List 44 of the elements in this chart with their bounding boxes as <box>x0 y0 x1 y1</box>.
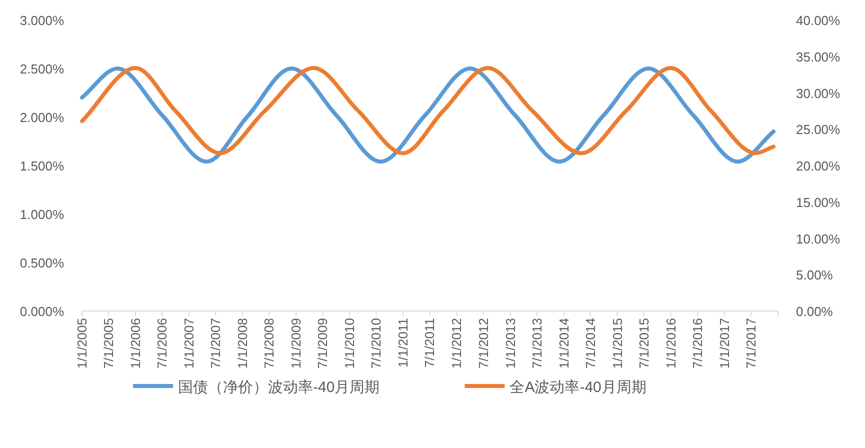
x-tick-label: 7/1/2008 <box>262 318 277 369</box>
x-tick-label: 7/1/2006 <box>154 318 170 369</box>
y2-tick-label: 15.00% <box>796 194 841 210</box>
x-tick-label: 1/1/2013 <box>502 318 518 369</box>
y-tick-label: 0.500% <box>20 256 64 270</box>
y2-tick-label: 5.00% <box>796 268 834 283</box>
x-tick-label: 7/1/2016 <box>690 318 706 369</box>
x-tick-label: 7/1/2010 <box>368 318 384 369</box>
y2-tick-label: 30.00% <box>796 86 841 101</box>
y2-tick-label: 0.00% <box>796 304 834 319</box>
x-tick-label: 7/1/2005 <box>101 318 116 369</box>
x-tick-label: 1/1/2005 <box>74 318 90 369</box>
legend-label: 国债（净价）波动率-40月周期 <box>178 379 380 396</box>
x-tick-label: 1/1/2011 <box>396 318 411 368</box>
y2-tick-label: 40.00% <box>796 13 841 28</box>
x-tick-label: 7/1/2017 <box>744 318 759 369</box>
y-tick-label: 2.500% <box>20 62 64 76</box>
y2-tick-label: 10.00% <box>796 231 841 246</box>
y2-tick-label: 25.00% <box>796 122 841 138</box>
x-tick-label: 1/1/2008 <box>235 318 250 369</box>
x-tick-label: 7/1/2007 <box>208 318 224 369</box>
x-tick-label: 1/1/2014 <box>556 318 572 369</box>
x-tick-label: 7/1/2011 <box>422 318 438 368</box>
x-tick-label: 7/1/2012 <box>476 318 491 369</box>
x-tick-label: 1/1/2012 <box>449 318 464 369</box>
y2-tick-label: 20.00% <box>796 158 841 174</box>
x-tick-label: 1/1/2010 <box>342 318 358 369</box>
x-tick-label: 1/1/2009 <box>288 318 304 369</box>
x-tick-label: 1/1/2006 <box>128 318 144 369</box>
x-tick-label: 1/1/2015 <box>610 318 625 369</box>
y-tick-label: 0.000% <box>20 304 64 319</box>
y-tick-label: 1.000% <box>20 207 64 222</box>
y-tick-label: 2.000% <box>20 110 64 125</box>
x-tick-label: 7/1/2014 <box>582 318 598 369</box>
x-tick-label: 7/1/2015 <box>636 318 652 369</box>
y-tick-label: 3.000% <box>20 13 64 28</box>
legend-label: 全A波动率-40月周期 <box>510 379 646 396</box>
x-tick-label: 1/1/2007 <box>182 318 197 369</box>
y-tick-label: 1.500% <box>20 158 64 174</box>
x-tick-label: 1/1/2017 <box>716 318 732 369</box>
x-tick-label: 7/1/2009 <box>315 318 330 369</box>
y2-tick-label: 35.00% <box>796 49 841 64</box>
x-tick-label: 7/1/2013 <box>529 318 544 369</box>
x-tick-label: 1/1/2016 <box>663 318 678 369</box>
